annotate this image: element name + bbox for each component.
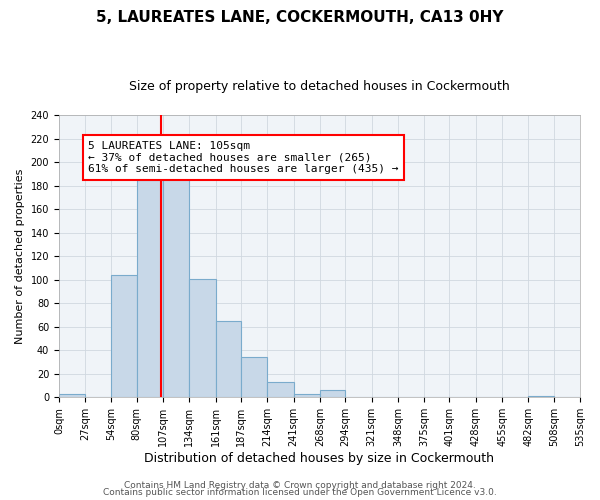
Bar: [241, 358, 268, 398]
Bar: [293, 394, 320, 398]
Bar: [59, 394, 85, 398]
Bar: [163, 170, 190, 398]
Bar: [112, 275, 137, 398]
Bar: [268, 382, 293, 398]
Title: Size of property relative to detached houses in Cockermouth: Size of property relative to detached ho…: [129, 80, 510, 93]
Bar: [190, 278, 216, 398]
Bar: [216, 321, 241, 398]
Bar: [137, 180, 163, 398]
Text: 5, LAUREATES LANE, COCKERMOUTH, CA13 0HY: 5, LAUREATES LANE, COCKERMOUTH, CA13 0HY: [96, 10, 504, 25]
Text: 5 LAUREATES LANE: 105sqm
← 37% of detached houses are smaller (265)
61% of semi-: 5 LAUREATES LANE: 105sqm ← 37% of detach…: [88, 141, 398, 174]
Text: Contains public sector information licensed under the Open Government Licence v3: Contains public sector information licen…: [103, 488, 497, 497]
Bar: [529, 396, 554, 398]
X-axis label: Distribution of detached houses by size in Cockermouth: Distribution of detached houses by size …: [145, 452, 494, 465]
Y-axis label: Number of detached properties: Number of detached properties: [15, 168, 25, 344]
Bar: [320, 390, 345, 398]
Text: Contains HM Land Registry data © Crown copyright and database right 2024.: Contains HM Land Registry data © Crown c…: [124, 480, 476, 490]
